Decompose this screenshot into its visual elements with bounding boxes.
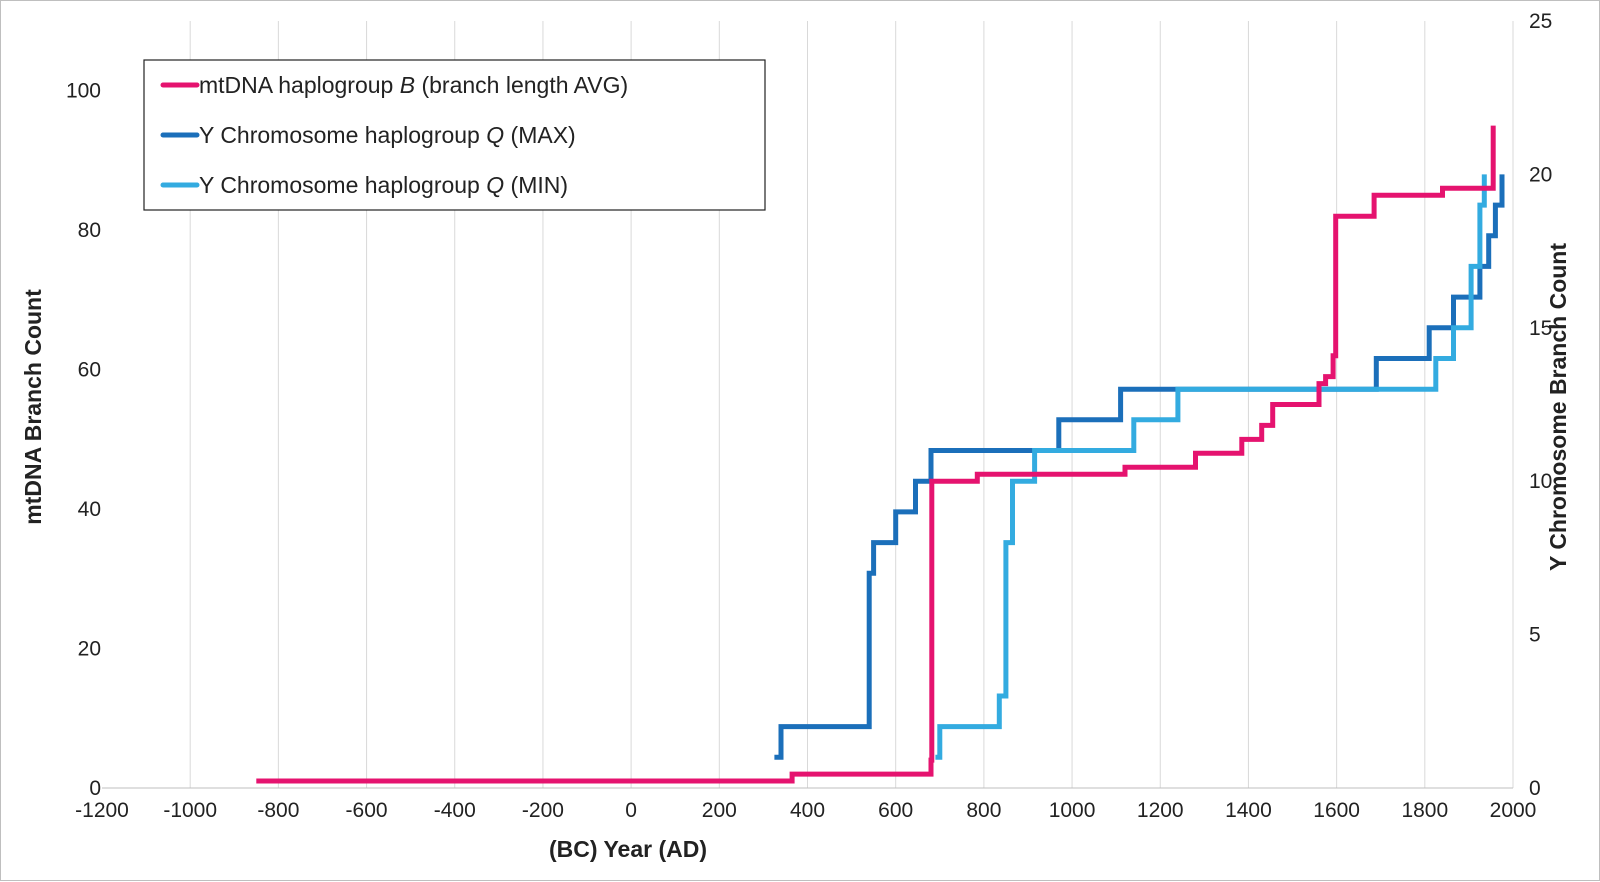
x-tick-label: 0: [625, 799, 637, 822]
right-y-tick-label: 15: [1529, 317, 1552, 340]
x-tick-label: -400: [434, 799, 476, 822]
right-y-axis-tick-labels: 0 5 10 15 20 25: [1529, 10, 1552, 800]
x-tick-label: 1200: [1137, 799, 1184, 822]
x-tick-label: 800: [966, 799, 1001, 822]
legend-entry-label: Y Chromosome haplogroup Q (MIN): [199, 172, 568, 198]
x-tick-label: 1800: [1401, 799, 1448, 822]
series-line-y-q-max: [774, 174, 1505, 760]
legend: mtDNA haplogroup B (branch length AVG) Y …: [143, 59, 766, 211]
x-tick-label: -200: [522, 799, 564, 822]
x-tick-label: 1000: [1049, 799, 1096, 822]
right-y-tick-label: 5: [1529, 624, 1541, 647]
series-lines: [256, 125, 1505, 784]
x-tick-label: -1000: [163, 799, 217, 822]
left-y-axis-tick-labels: 0 20 40 60 80 100: [66, 80, 101, 800]
right-y-tick-label: 0: [1529, 777, 1541, 800]
left-y-tick-label: 80: [78, 219, 101, 242]
x-tick-label: -800: [257, 799, 299, 822]
left-y-tick-label: 40: [78, 498, 101, 521]
x-tick-label: 400: [790, 799, 825, 822]
x-tick-label: 2000: [1490, 799, 1537, 822]
series-line-mtdna-b-avg: [256, 125, 1496, 784]
left-y-tick-label: 20: [78, 638, 101, 661]
right-y-tick-label: 10: [1529, 470, 1552, 493]
x-tick-label: -1200: [75, 799, 129, 822]
series-line-y-q-min: [935, 174, 1487, 760]
x-axis-title: (BC) Year (AD): [549, 836, 707, 862]
x-tick-label: 600: [878, 799, 913, 822]
legend-box: [143, 59, 766, 211]
legend-entry-label: mtDNA haplogroup B (branch length AVG): [199, 72, 628, 98]
x-tick-label: 200: [702, 799, 737, 822]
x-tick-label: -600: [346, 799, 388, 822]
right-y-tick-label: 25: [1529, 10, 1552, 33]
left-y-tick-label: 0: [89, 777, 101, 800]
x-axis-tick-labels: -1200 -1000 -800 -600 -400 -200 0 200 400 600 800 1…: [75, 799, 1536, 822]
x-tick-label: 1400: [1225, 799, 1272, 822]
right-y-tick-label: 20: [1529, 163, 1552, 186]
left-y-tick-label: 100: [66, 80, 101, 103]
right-y-axis-title: Y Chromosome Branch Count: [1545, 243, 1571, 571]
left-y-axis-title: mtDNA Branch Count: [20, 289, 46, 525]
left-y-tick-label: 60: [78, 359, 101, 382]
legend-entry-label: Y Chromosome haplogroup Q (MAX): [199, 122, 576, 148]
x-tick-label: 1600: [1313, 799, 1360, 822]
